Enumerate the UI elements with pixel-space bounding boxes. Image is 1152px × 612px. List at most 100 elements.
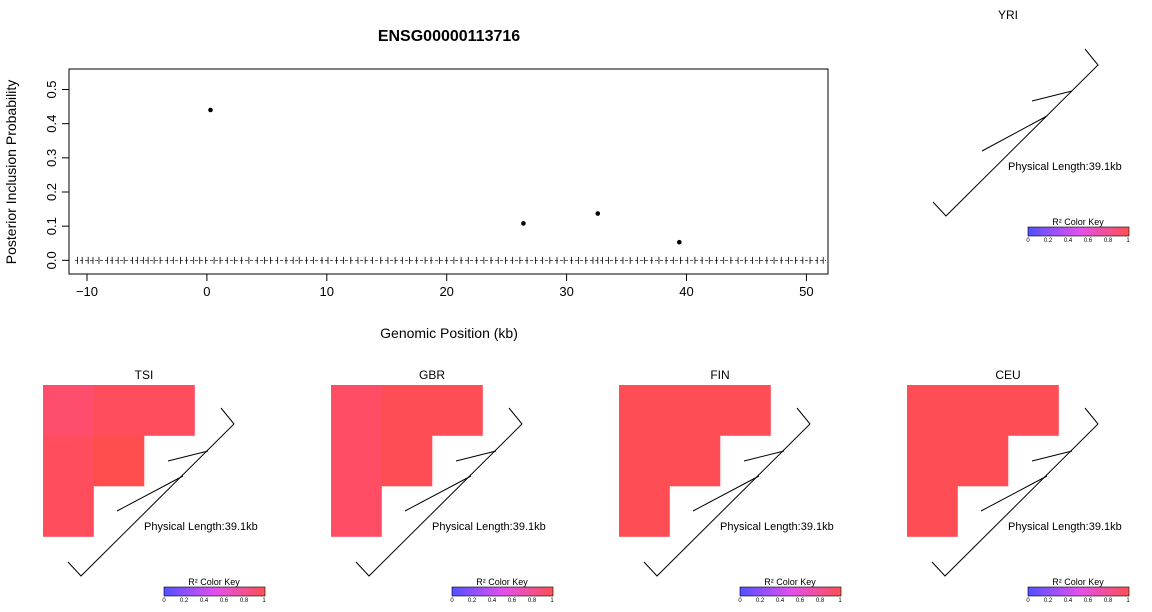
- color-key-label-gbr: R² Color Key: [476, 577, 528, 587]
- data-point: [595, 211, 601, 216]
- ld-panel-fin: FIN Physical Length:39.1kb R² Color Key …: [619, 368, 842, 604]
- ld-cell: [907, 385, 958, 436]
- color-key-tick-label: 0.8: [240, 598, 249, 604]
- ld-cell: [619, 435, 670, 487]
- color-key-tick-label: 0.8: [816, 598, 825, 604]
- y-tick-label: 0.3: [44, 149, 59, 167]
- ld-cell: [381, 385, 433, 436]
- y-tick-label: 0.4: [44, 115, 59, 133]
- color-key-ticks-yri: 0 0.2 0.4 0.6 0.8 1: [1026, 238, 1130, 244]
- ld-outline-fin: [643, 407, 811, 577]
- x-tick-label: 30: [559, 284, 573, 299]
- ld-outline-ceu: [931, 407, 1099, 577]
- color-key-label-yri: R² Color Key: [1052, 217, 1104, 227]
- color-key-bar-yri: [1027, 226, 1130, 237]
- chart-title: ENSG00000113716: [378, 28, 520, 45]
- color-key-tick-label: 0: [1026, 598, 1030, 604]
- x-axis: −10 0 10 20 30 40 50: [76, 274, 814, 299]
- snp-link-tsi-1: [167, 450, 209, 462]
- ld-cell: [331, 435, 382, 487]
- color-key-ticks-ceu: 0 0.2 0.4 0.6 0.8 1: [1026, 598, 1130, 604]
- color-key-bar-fin: [739, 586, 842, 597]
- y-tick-label: 0.1: [44, 217, 59, 235]
- ld-cell: [43, 486, 94, 537]
- ld-cell: [957, 385, 1009, 436]
- ld-matrix-gbr: [331, 385, 483, 537]
- ld-cell: [907, 435, 958, 487]
- color-key-tick-label: 0.6: [1084, 238, 1093, 244]
- ld-panel-tsi: TSI Physical Length:39.1kb R² Color Key …: [43, 368, 266, 604]
- color-key-tick-label: 0: [450, 598, 454, 604]
- color-key-label-ceu: R² Color Key: [1052, 577, 1104, 587]
- color-key-tick-label: 0.8: [528, 598, 537, 604]
- snp-link-yri-2: [981, 115, 1048, 152]
- color-key-tick-label: 0: [1026, 238, 1030, 244]
- ld-cell: [43, 385, 94, 436]
- ld-cell: [669, 385, 721, 436]
- color-key-tick-label: 0.2: [756, 598, 765, 604]
- color-key-tick-label: 0.4: [1064, 238, 1073, 244]
- color-key-bar-gbr: [451, 586, 554, 597]
- color-key-tick-label: 0: [162, 598, 166, 604]
- color-key-tick-label: 1: [1126, 238, 1130, 244]
- snp-link-ceu-1: [1031, 450, 1073, 462]
- x-tick-label: 50: [799, 284, 813, 299]
- data-point: [677, 239, 682, 245]
- y-axis-label: Posterior Inclusion Probability: [3, 80, 19, 264]
- data-point: [208, 107, 213, 113]
- ld-panel-gbr: GBR Physical Length:39.1kb R² Color Key …: [331, 368, 554, 604]
- color-key-label-fin: R² Color Key: [764, 577, 816, 587]
- physical-length-fin: Physical Length:39.1kb: [720, 521, 834, 533]
- ld-cell: [144, 385, 195, 436]
- color-key-tick-label: 0.2: [1044, 238, 1053, 244]
- color-key-bar-ceu: [1027, 586, 1130, 597]
- color-key-tick-label: 0.2: [468, 598, 477, 604]
- ld-cell: [907, 486, 958, 537]
- y-tick-label: 0.0: [44, 251, 59, 269]
- ld-panel-ceu: CEU Physical Length:39.1kb R² Color Key …: [907, 368, 1130, 604]
- plot-area-frame: [68, 68, 829, 275]
- x-tick-label: 0: [203, 284, 210, 299]
- snp-link-ceu-2: [980, 475, 1048, 512]
- ld-cell: [381, 435, 433, 487]
- physical-length-gbr: Physical Length:39.1kb: [432, 521, 546, 533]
- data-points: [208, 107, 682, 245]
- snp-link-gbr-2: [404, 475, 472, 512]
- ld-matrix-tsi: [43, 385, 195, 537]
- color-key-tick-label: 1: [550, 598, 554, 604]
- ld-cell: [1008, 385, 1059, 436]
- color-key-tick-label: 0.6: [508, 598, 517, 604]
- ld-matrix-ceu: [907, 385, 1059, 537]
- physical-length-tsi: Physical Length:39.1kb: [144, 521, 258, 533]
- color-key-tick-label: 0.6: [1084, 598, 1093, 604]
- y-tick-label: 0.5: [44, 80, 59, 98]
- color-key-tick-label: 0.2: [1044, 598, 1053, 604]
- ld-cell: [331, 486, 382, 537]
- color-key-tick-label: 1: [262, 598, 266, 604]
- ld-cell: [619, 385, 670, 436]
- ld-cell: [331, 385, 382, 436]
- color-key-tick-label: 0.4: [1064, 598, 1073, 604]
- color-key-bar-tsi: [163, 586, 266, 597]
- color-key-tick-label: 0.6: [796, 598, 805, 604]
- snp-link-fin-1: [743, 450, 785, 462]
- snp-link-gbr-1: [455, 450, 497, 462]
- panel-title-gbr: GBR: [419, 368, 445, 382]
- x-tick-label: 40: [679, 284, 693, 299]
- color-key-tick-label: 1: [838, 598, 842, 604]
- color-key-tick-label: 1: [1126, 598, 1130, 604]
- color-key-tick-label: 0.8: [1104, 598, 1113, 604]
- ld-matrix-fin: [619, 385, 771, 537]
- panel-title-fin: FIN: [710, 368, 729, 382]
- panel-title-tsi: TSI: [135, 368, 154, 382]
- rug-marks: [75, 256, 826, 264]
- y-tick-label: 0.2: [44, 183, 59, 201]
- ld-cell: [43, 435, 94, 487]
- snp-link-tsi-2: [116, 475, 184, 512]
- panel-title-yri: YRI: [998, 8, 1018, 22]
- color-key-tick-label: 0.4: [488, 598, 497, 604]
- ld-cell: [432, 385, 483, 436]
- pip-scatter-panel: ENSG00000113716 −10 0 10 20 30 40 50 0.0 0.1 0.2…: [3, 28, 829, 341]
- ld-cell: [93, 385, 145, 436]
